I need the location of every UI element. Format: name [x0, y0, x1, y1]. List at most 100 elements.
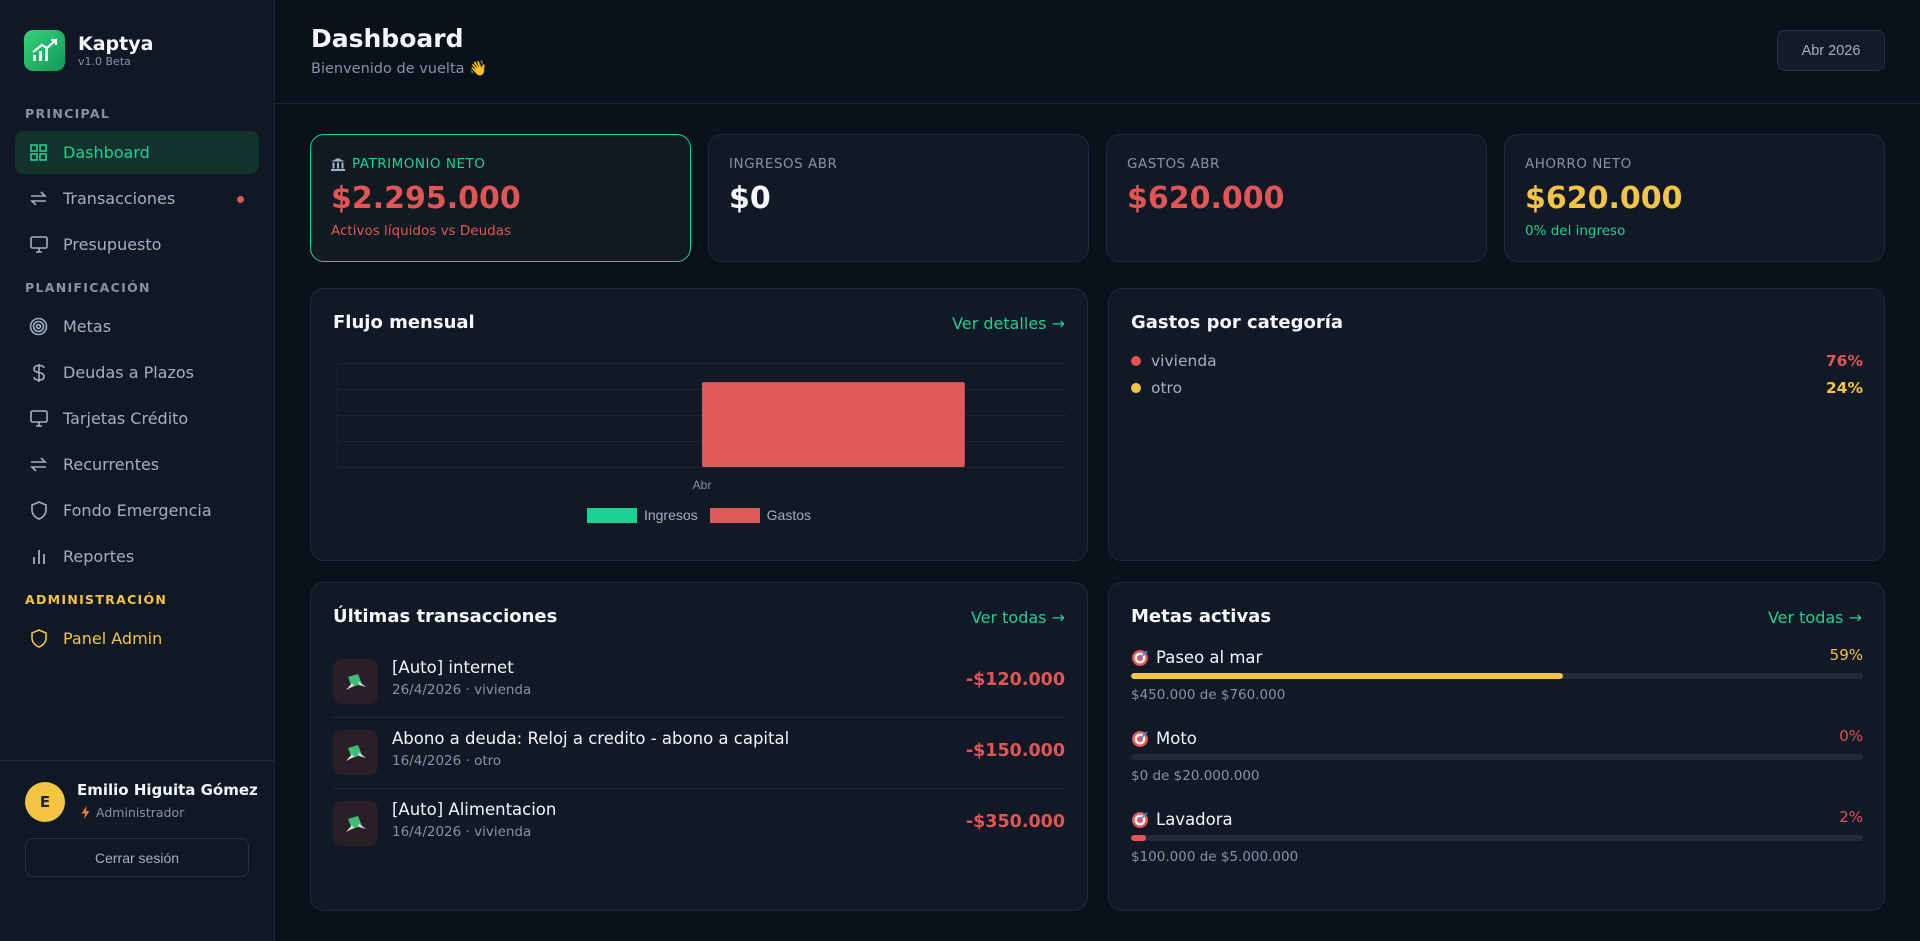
- page-title: Dashboard: [311, 24, 464, 53]
- swap-icon: [29, 455, 48, 474]
- x-tick-label: Abr: [693, 478, 712, 492]
- money-wings-icon: [333, 801, 378, 846]
- sidebar-item-label: Fondo Emergencia: [63, 501, 212, 520]
- divider: [333, 717, 1065, 718]
- stat-note: Activos líquidos vs Deudas: [331, 223, 512, 239]
- details-link[interactable]: Ver detalles →: [952, 314, 1065, 333]
- sidebar-item-recurrentes[interactable]: Recurrentes: [15, 443, 259, 486]
- legend-swatch: [586, 507, 637, 523]
- legend-label: Gastos: [766, 507, 812, 523]
- category-name: otro: [1151, 379, 1183, 397]
- transaction-row[interactable]: [Auto] Alimentacion 16/4/2026 · vivienda…: [333, 789, 1065, 860]
- category-name: vivienda: [1151, 352, 1217, 370]
- sidebar-item-transacciones[interactable]: Transacciones: [15, 177, 259, 220]
- target-icon: [1131, 649, 1149, 667]
- target-icon: [1131, 811, 1149, 829]
- user-name: Emilio Higuita Gómez: [77, 781, 258, 799]
- sidebar-item-label: Metas: [63, 317, 112, 336]
- goal-pct: 59%: [1829, 646, 1863, 664]
- goal-name: Moto: [1131, 729, 1197, 748]
- transaction-amount: -$150.000: [965, 741, 1065, 761]
- logout-button[interactable]: Cerrar sesión: [25, 838, 249, 877]
- legend-label: Ingresos: [643, 507, 698, 523]
- card-title: Últimas transacciones: [333, 606, 558, 627]
- category-card: Gastos por categoría vivienda 76% otro 2…: [1108, 288, 1885, 561]
- sidebar-item-dashboard[interactable]: Dashboard: [15, 131, 259, 174]
- stat-card-gastos[interactable]: GASTOS ABR $620.000: [1106, 134, 1487, 262]
- avatar[interactable]: E: [25, 782, 65, 822]
- monitor-icon: [29, 235, 48, 254]
- sidebar: Kaptya v1.0 Beta PRINCIPAL Dashboard Tra…: [0, 0, 275, 941]
- card-title: Gastos por categoría: [1131, 312, 1344, 333]
- goal-pct: 2%: [1839, 808, 1863, 826]
- category-row[interactable]: vivienda 76%: [1131, 351, 1863, 371]
- chart-legend: Ingresos Gastos: [311, 507, 1087, 523]
- goal-name-label: Moto: [1156, 729, 1197, 748]
- user-role: Administrador: [81, 805, 184, 820]
- monitor-icon: [29, 409, 48, 428]
- target-icon: [29, 317, 48, 336]
- category-dot: [1131, 356, 1141, 366]
- transaction-amount: -$350.000: [965, 812, 1065, 832]
- nav-section-principal: PRINCIPAL: [25, 106, 111, 121]
- category-row[interactable]: otro 24%: [1131, 378, 1863, 398]
- transaction-meta: 26/4/2026 · vivienda: [392, 682, 532, 698]
- brand-name: Kaptya: [78, 33, 154, 55]
- goal-amount: $0 de $20.000.000: [1131, 768, 1260, 784]
- stat-label: AHORRO NETO: [1525, 156, 1632, 172]
- goal-progress-fill: [1131, 673, 1563, 679]
- sidebar-item-label: Transacciones: [63, 189, 176, 208]
- goal-pct: 0%: [1839, 727, 1863, 745]
- target-icon: [1131, 730, 1149, 748]
- sidebar-item-fondo[interactable]: Fondo Emergencia: [15, 489, 259, 532]
- brand[interactable]: Kaptya v1.0 Beta: [24, 30, 153, 71]
- view-all-goals-link[interactable]: Ver todas →: [1767, 608, 1862, 627]
- stat-note: 0% del ingreso: [1525, 223, 1626, 239]
- goal-name-label: Lavadora: [1156, 810, 1233, 829]
- legend-item[interactable]: Ingresos: [586, 507, 698, 523]
- sidebar-item-presupuesto[interactable]: Presupuesto: [15, 223, 259, 266]
- money-wings-icon: [333, 659, 378, 704]
- sidebar-item-panel-admin[interactable]: Panel Admin: [15, 617, 259, 660]
- goal-progress-fill: [1131, 835, 1146, 841]
- bar-gastos[interactable]: [702, 382, 965, 467]
- stat-card-ingresos[interactable]: INGRESOS ABR $0: [708, 134, 1089, 262]
- sidebar-item-reportes[interactable]: Reportes: [15, 535, 259, 578]
- stat-label: PATRIMONIO NETO: [331, 156, 485, 172]
- header-divider: [275, 103, 1920, 104]
- stat-value: $620.000: [1127, 181, 1285, 216]
- goal-item[interactable]: Paseo al mar 59% $450.000 de $760.000: [1131, 646, 1863, 718]
- transaction-meta: 16/4/2026 · vivienda: [392, 824, 532, 840]
- sidebar-item-label: Panel Admin: [63, 629, 163, 648]
- stat-value: $620.000: [1525, 181, 1683, 216]
- flow-chart: Abr: [337, 363, 1067, 492]
- legend-item[interactable]: Gastos: [709, 507, 812, 523]
- sidebar-item-tarjetas[interactable]: Tarjetas Crédito: [15, 397, 259, 440]
- goal-name: Paseo al mar: [1131, 648, 1262, 667]
- sidebar-item-deudas[interactable]: Deudas a Plazos: [15, 351, 259, 394]
- stat-card-patrimonio[interactable]: PATRIMONIO NETO $2.295.000 Activos líqui…: [310, 134, 691, 262]
- stat-label-text: PATRIMONIO NETO: [352, 156, 486, 172]
- category-pct: 24%: [1825, 379, 1863, 397]
- transaction-row[interactable]: Abono a deuda: Reloj a credito - abono a…: [333, 718, 1065, 789]
- money-wings-icon: [333, 730, 378, 775]
- transaction-row[interactable]: [Auto] internet 26/4/2026 · vivienda -$1…: [333, 647, 1065, 718]
- page-subtitle: Bienvenido de vuelta 👋: [311, 61, 488, 77]
- goal-name-label: Paseo al mar: [1156, 648, 1263, 667]
- goal-item[interactable]: Moto 0% $0 de $20.000.000: [1131, 727, 1863, 799]
- nav-section-planning: PLANIFICACIÓN: [25, 280, 151, 295]
- transactions-card: Últimas transacciones Ver todas → [Auto]…: [310, 582, 1088, 911]
- flow-card: Flujo mensual Ver detalles → Abr Ingreso…: [310, 288, 1088, 561]
- sidebar-item-metas[interactable]: Metas: [15, 305, 259, 348]
- sidebar-item-label: Recurrentes: [63, 455, 160, 474]
- stat-card-ahorro[interactable]: AHORRO NETO $620.000 0% del ingreso: [1504, 134, 1885, 262]
- goal-progress-track: [1131, 835, 1863, 841]
- stat-value: $0: [729, 181, 771, 216]
- period-selector[interactable]: Abr 2026: [1777, 30, 1885, 71]
- swap-icon: [29, 189, 48, 208]
- stat-label: INGRESOS ABR: [729, 156, 838, 172]
- legend-swatch: [709, 507, 760, 523]
- view-all-transactions-link[interactable]: Ver todas →: [970, 608, 1065, 627]
- goal-item[interactable]: Lavadora 2% $100.000 de $5.000.000: [1131, 808, 1863, 880]
- transaction-meta: 16/4/2026 · otro: [392, 753, 502, 769]
